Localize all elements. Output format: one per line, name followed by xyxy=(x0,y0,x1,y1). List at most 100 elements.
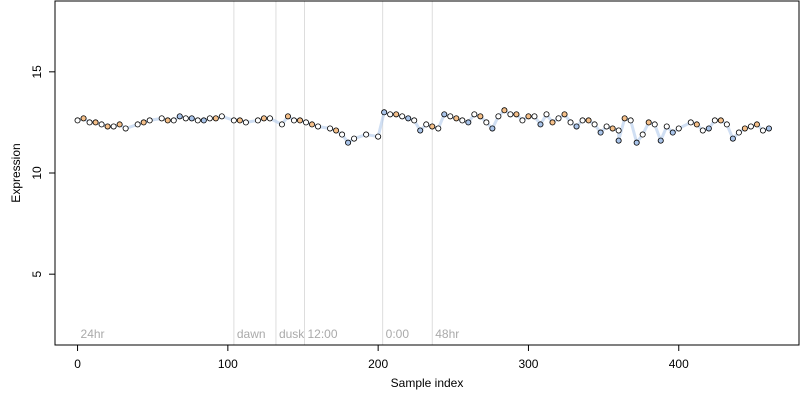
data-point xyxy=(98,121,105,128)
data-point xyxy=(657,137,664,144)
data-point xyxy=(92,119,99,126)
data-point xyxy=(417,127,424,134)
data-point xyxy=(717,117,724,124)
data-point xyxy=(441,111,448,118)
data-point xyxy=(327,125,334,132)
data-point xyxy=(519,117,526,124)
data-point xyxy=(381,109,388,116)
y-tick-label: 10 xyxy=(30,166,44,180)
data-point xyxy=(609,125,616,132)
data-point xyxy=(116,121,123,128)
data-point xyxy=(158,115,165,122)
data-point xyxy=(489,125,496,132)
data-point xyxy=(759,127,766,134)
y-tick-label: 5 xyxy=(30,271,44,278)
data-point xyxy=(621,115,628,122)
data-point xyxy=(375,133,382,140)
y-tick-label: 15 xyxy=(30,65,44,79)
region-dividers xyxy=(233,1,433,345)
data-point xyxy=(645,119,652,126)
data-point xyxy=(765,125,772,132)
data-point xyxy=(453,115,460,122)
data-point xyxy=(693,121,700,128)
data-point xyxy=(627,117,634,124)
data-point xyxy=(753,121,760,128)
data-point xyxy=(423,121,430,128)
data-point xyxy=(188,115,195,122)
data-point xyxy=(309,121,316,128)
data-point xyxy=(411,117,418,124)
plot-frame xyxy=(54,0,800,346)
data-point xyxy=(555,115,562,122)
x-tick-label: 0 xyxy=(74,357,81,371)
x-tick-label: 300 xyxy=(518,357,538,371)
data-point xyxy=(603,123,610,130)
data-point xyxy=(465,119,472,126)
data-point xyxy=(549,119,556,126)
data-point xyxy=(182,115,189,122)
data-point xyxy=(254,117,261,124)
data-point xyxy=(218,113,225,120)
data-point xyxy=(561,111,568,118)
data-point xyxy=(164,117,171,124)
data-point xyxy=(675,125,682,132)
data-point xyxy=(278,121,285,128)
data-point xyxy=(699,127,706,134)
data-point xyxy=(140,119,147,126)
region-labels: 24hr dawn dusk 12:00 0:00 48hr xyxy=(81,327,460,341)
data-point xyxy=(86,119,93,126)
data-point xyxy=(669,129,676,136)
data-point xyxy=(74,117,81,124)
data-point xyxy=(303,119,310,126)
region-label: 48hr xyxy=(435,327,459,341)
region-label: 12:00 xyxy=(308,327,338,341)
data-point xyxy=(405,115,412,122)
data-point xyxy=(170,117,177,124)
data-point xyxy=(513,111,520,118)
data-point xyxy=(134,121,141,128)
data-point xyxy=(543,111,550,118)
data-point xyxy=(290,117,297,124)
data-point xyxy=(447,113,454,120)
data-point xyxy=(435,125,442,132)
data-point xyxy=(567,119,574,126)
data-point xyxy=(615,127,622,134)
data-point xyxy=(266,115,273,122)
data-point xyxy=(429,123,436,130)
y-axis-title: Expression xyxy=(9,143,23,202)
data-point xyxy=(729,135,736,142)
data-point xyxy=(615,137,622,144)
data-point xyxy=(363,131,370,138)
data-point xyxy=(741,125,748,132)
region-label: 24hr xyxy=(81,327,105,341)
data-point xyxy=(176,113,183,120)
x-tick-label: 400 xyxy=(669,357,689,371)
data-point xyxy=(260,115,267,122)
x-tick-label: 200 xyxy=(368,357,388,371)
data-point xyxy=(296,117,303,124)
data-point xyxy=(80,115,87,122)
data-point xyxy=(651,121,658,128)
region-label: dusk xyxy=(279,327,305,341)
data-point xyxy=(236,117,243,124)
data-point xyxy=(315,123,322,130)
data-point xyxy=(663,123,670,130)
region-label: 0:00 xyxy=(386,327,410,341)
data-point xyxy=(495,113,502,120)
data-point xyxy=(633,139,640,146)
data-point xyxy=(471,111,478,118)
data-point xyxy=(723,121,730,128)
data-point xyxy=(507,111,514,118)
data-point xyxy=(200,117,207,124)
data-point xyxy=(639,131,646,138)
region-label: dawn xyxy=(237,327,266,341)
data-point xyxy=(393,111,400,118)
data-point xyxy=(591,121,598,128)
data-point xyxy=(525,113,532,120)
data-point xyxy=(345,139,352,146)
data-point xyxy=(206,115,213,122)
data-point xyxy=(146,117,153,124)
data-point xyxy=(122,125,129,132)
data-point xyxy=(284,113,291,120)
data-point xyxy=(459,117,466,124)
